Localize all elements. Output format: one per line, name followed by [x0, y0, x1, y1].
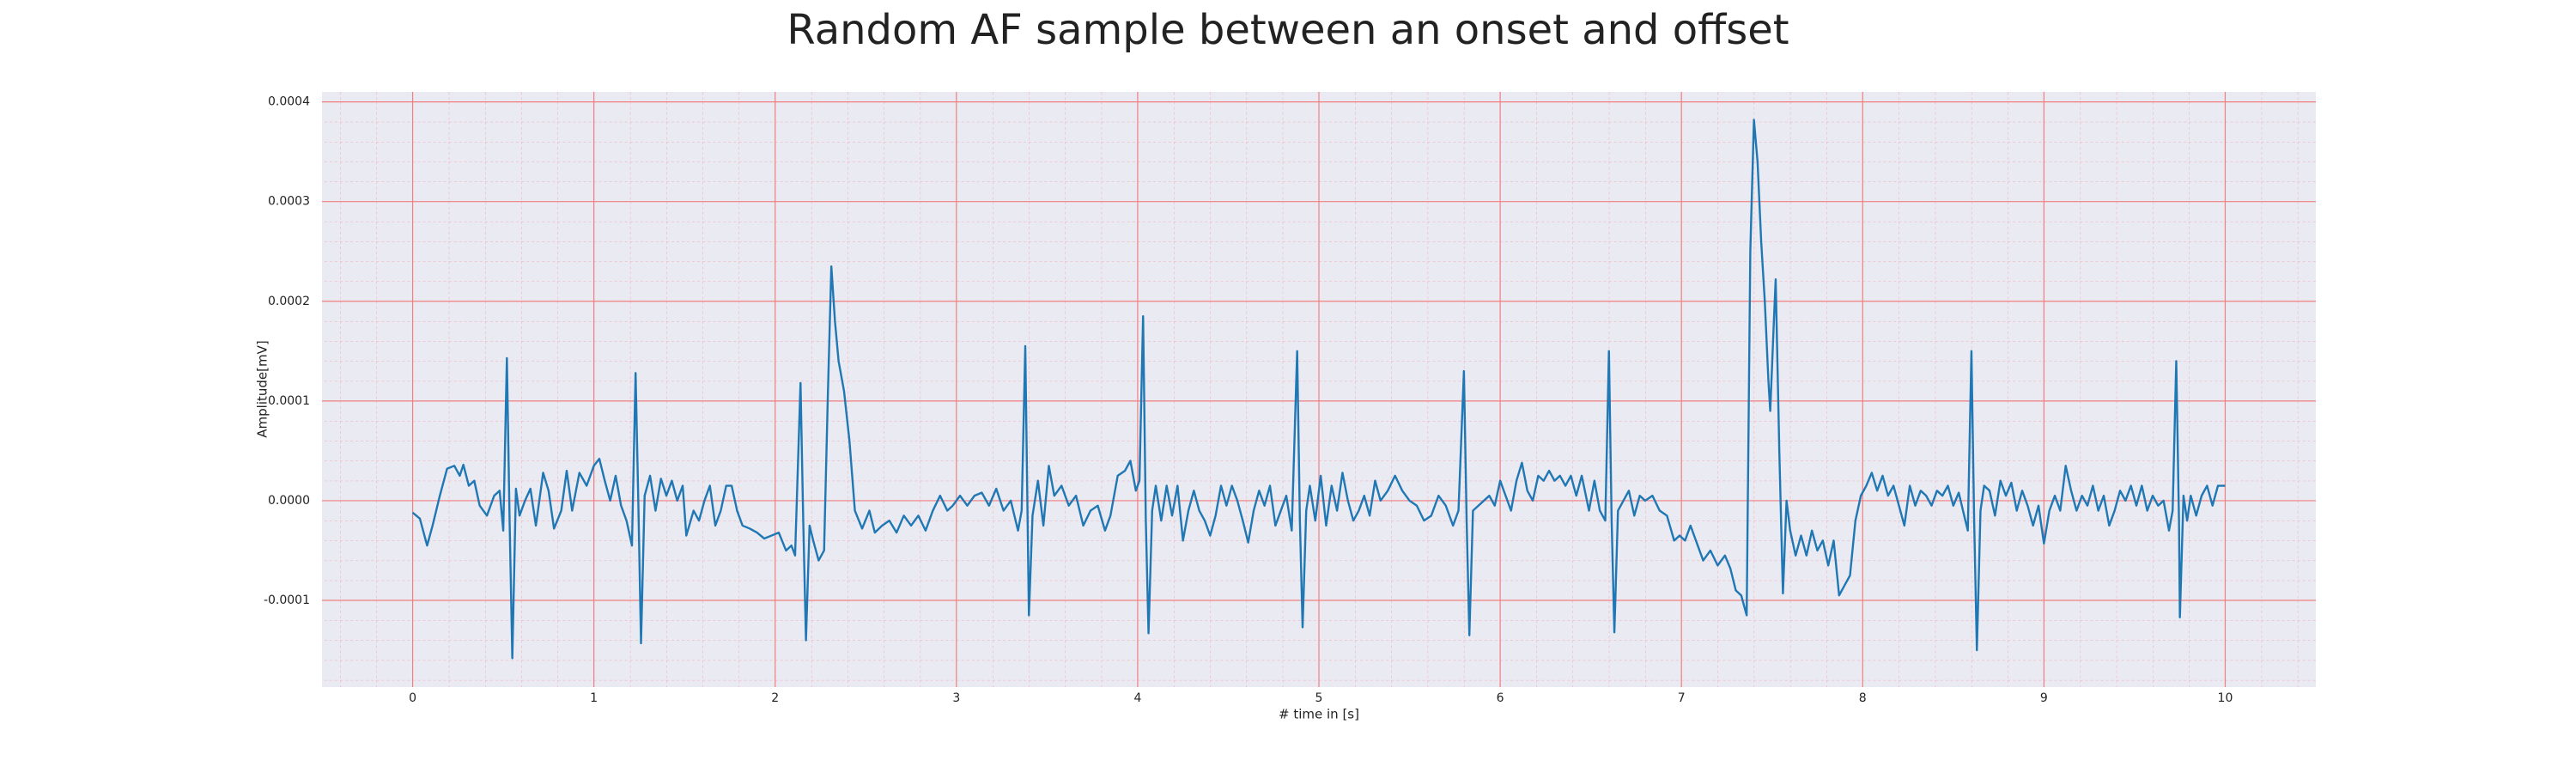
x-tick-label: 4 — [1133, 691, 1141, 705]
y-tick-label: 0.0003 — [268, 195, 310, 209]
x-tick-label: 7 — [1678, 691, 1686, 705]
signal-line — [411, 119, 2226, 660]
y-tick-label: 0.0000 — [268, 494, 310, 508]
x-tick-label: 10 — [2218, 691, 2233, 705]
x-tick-label: 8 — [1859, 691, 1867, 705]
grid — [322, 92, 2316, 687]
x-tick-label: 1 — [590, 691, 598, 705]
chart-title: Random AF sample between an onset and of… — [787, 6, 1789, 54]
y-tick-label: 0.0001 — [268, 394, 310, 408]
x-tick-label: 9 — [2040, 691, 2048, 705]
x-tick-label: 5 — [1315, 691, 1323, 705]
y-axis-label: Amplitude[mV] — [255, 340, 270, 437]
x-tick-label: 3 — [952, 691, 960, 705]
x-tick-label: 2 — [771, 691, 779, 705]
y-tick-label: 0.0002 — [268, 295, 310, 308]
y-tick-label: -0.0001 — [264, 593, 310, 607]
x-tick-label: 6 — [1497, 691, 1504, 705]
plot — [411, 119, 2226, 660]
y-tick-label: 0.0004 — [268, 95, 310, 109]
x-axis-label: # time in [s] — [1279, 707, 1359, 722]
x-tick-label: 0 — [409, 691, 416, 705]
